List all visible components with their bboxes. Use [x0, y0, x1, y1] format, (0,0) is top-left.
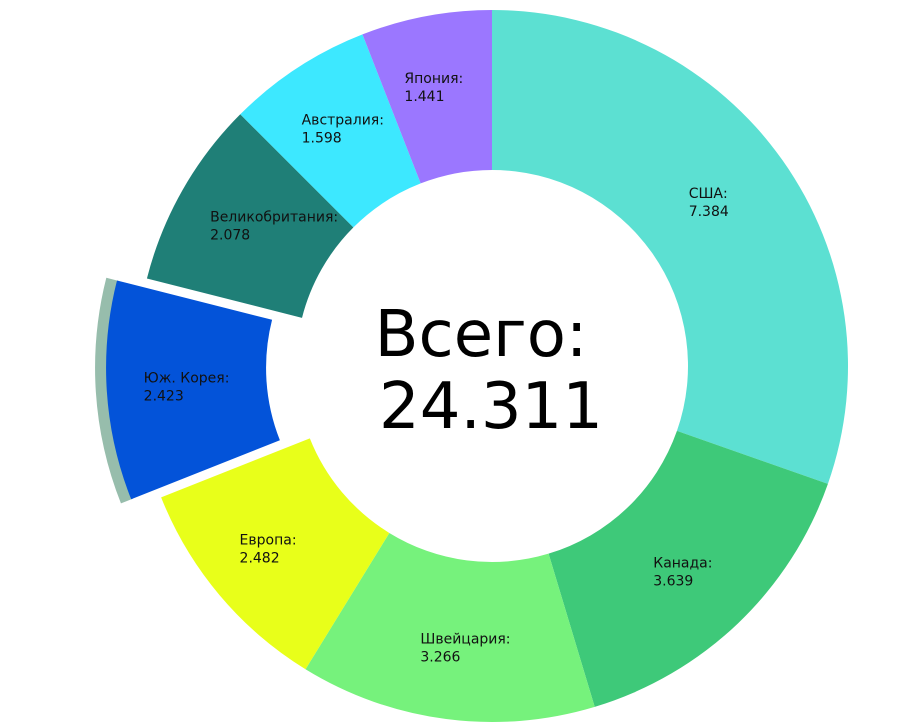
slice-сша-label: США:: [689, 186, 728, 202]
slices-group: [95, 10, 848, 723]
slice-япония-value: 1.441: [404, 89, 444, 105]
slice-канада-value: 3.639: [653, 573, 693, 589]
slice-япония[interactable]: [362, 10, 492, 184]
center-total-value: 24.311: [379, 370, 603, 444]
slice-австралия-label: Австралия:: [302, 112, 384, 128]
slice-канада-label: Канада:: [653, 555, 712, 571]
slice-швейцария-label: Швейцария:: [420, 632, 510, 648]
slice-австралия-value: 1.598: [302, 130, 342, 146]
slice-австралия[interactable]: [240, 34, 421, 228]
slice-европа-label: Европа:: [240, 533, 297, 549]
slice-швейцария[interactable]: [305, 532, 595, 723]
slice-сша-value: 7.384: [689, 204, 729, 220]
slice-европа-value: 2.482: [240, 551, 280, 567]
slice-канада[interactable]: [548, 430, 828, 707]
slice-япония-label: Япония:: [404, 71, 463, 87]
slice-великобритания[interactable]: [146, 114, 354, 318]
slice-юж-корея-highlight-rim: [95, 277, 134, 504]
center-total-title: Всего:: [375, 298, 588, 372]
slice-юж-корея[interactable]: [106, 280, 280, 500]
slice-европа[interactable]: [161, 438, 390, 670]
slice-швейцария-value: 3.266: [420, 650, 460, 666]
slice-великобритания-value: 2.078: [210, 228, 250, 244]
slice-сша[interactable]: [492, 10, 848, 484]
slice-labels-group: США: 7.384 Канада: 3.639 Швейцария: 3.266 Евро…: [144, 71, 729, 666]
slice-юж-корея-value: 2.423: [144, 388, 184, 404]
slice-юж-корея-label: Юж. Корея:: [144, 370, 230, 386]
slice-великобритания-label: Великобритания:: [210, 210, 338, 226]
